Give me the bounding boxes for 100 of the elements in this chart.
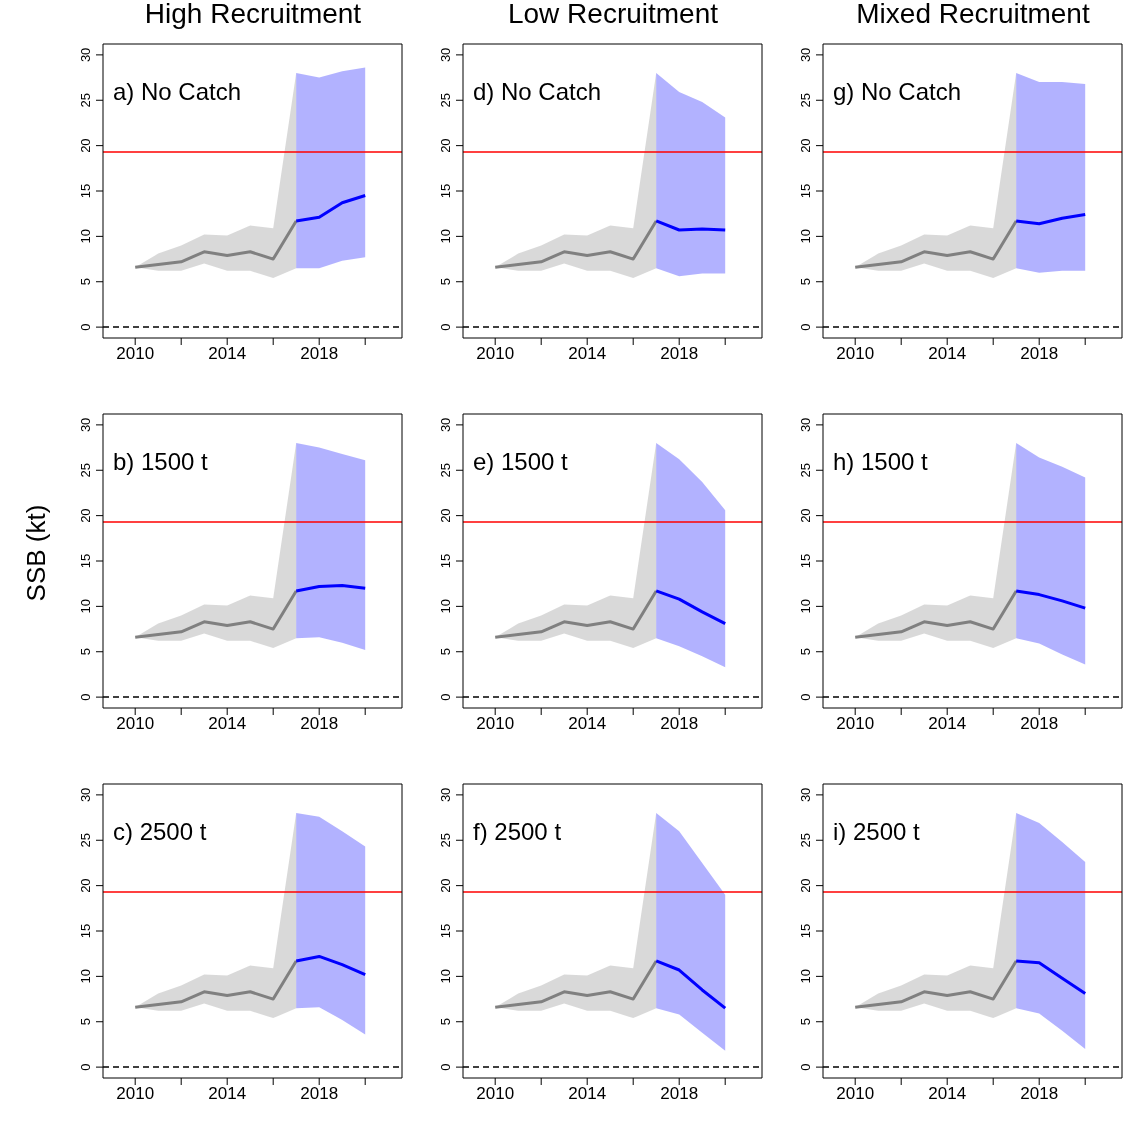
- line-series: [1014, 589, 1087, 610]
- y-tick-label: 10: [78, 229, 93, 244]
- x-tick-label: 2018: [1020, 1084, 1059, 1104]
- y-tick-label: 0: [798, 1063, 813, 1071]
- y-tick-label: 30: [438, 47, 453, 63]
- annotation: c) 2500 t: [113, 818, 207, 846]
- y-tick-label: 10: [798, 599, 813, 614]
- annotation: i) 2500 t: [833, 818, 920, 846]
- y-tick-label: 0: [78, 1063, 93, 1071]
- y-tick-label: 20: [798, 508, 813, 523]
- y-tick-label: 20: [438, 138, 453, 153]
- y-tick-label: 20: [798, 138, 813, 153]
- x-tick-label: 2014: [208, 344, 247, 364]
- y-tick-label: 5: [438, 1018, 453, 1026]
- line-series: [654, 959, 727, 1010]
- y-tick-label: 25: [438, 833, 453, 848]
- y-tick-label: 30: [798, 787, 813, 803]
- x-tick-label: 2018: [660, 714, 699, 734]
- x-tick-label: 2018: [300, 344, 339, 364]
- x-tick-label: 2010: [116, 344, 155, 364]
- line-series: [133, 589, 298, 639]
- y-tick-label: 25: [798, 463, 813, 478]
- y-tick-label: 15: [438, 553, 453, 569]
- y-tick-label: 25: [78, 93, 93, 108]
- y-tick-label: 0: [798, 693, 813, 701]
- y-tick-label: 30: [78, 787, 93, 803]
- annotation: h) 1500 t: [833, 448, 928, 476]
- line-series: [493, 219, 658, 269]
- y-tick-label: 0: [438, 323, 453, 331]
- y-tick-label: 15: [78, 553, 93, 569]
- annotation: b) 1500 t: [113, 448, 208, 476]
- y-tick-label: 5: [78, 648, 93, 656]
- y-tick-label: 30: [438, 417, 453, 433]
- y-tick-label: 5: [798, 648, 813, 656]
- line-series: [853, 959, 1018, 1009]
- y-tick-label: 15: [438, 183, 453, 199]
- y-tick-label: 20: [438, 508, 453, 523]
- y-tick-label: 0: [78, 323, 93, 331]
- line-series: [294, 194, 367, 223]
- y-tick-label: 5: [78, 278, 93, 286]
- line-series: [1014, 959, 1087, 996]
- chart-title: Low Recruitment: [506, 0, 720, 30]
- x-tick-label: 2014: [928, 714, 967, 734]
- y-tick-label: 15: [798, 923, 813, 939]
- chart-title: Mixed Recruitment: [855, 0, 1091, 30]
- annotation: f) 2500 t: [473, 818, 562, 846]
- y-tick-label: 0: [798, 323, 813, 331]
- x-tick-label: 2010: [836, 1084, 875, 1104]
- y-tick-label: 30: [798, 417, 813, 433]
- y-tick-label: 20: [438, 878, 453, 893]
- y-tick-label: 15: [798, 183, 813, 199]
- y-tick-label: 10: [78, 969, 93, 984]
- y-tick-label: 15: [798, 553, 813, 569]
- line-series: [493, 589, 658, 639]
- x-tick-label: 2018: [300, 714, 339, 734]
- y-tick-label: 5: [798, 278, 813, 286]
- x-tick-label: 2010: [476, 714, 515, 734]
- line-series: [133, 219, 298, 269]
- x-tick-label: 2018: [660, 344, 699, 364]
- y-tick-label: 30: [78, 417, 93, 433]
- y-tick-label: 30: [798, 47, 813, 63]
- y-axis-title: SSB (kt): [20, 504, 52, 602]
- y-tick-label: 5: [798, 1018, 813, 1026]
- y-tick-label: 25: [78, 833, 93, 848]
- line-series: [853, 219, 1018, 269]
- x-tick-label: 2014: [208, 714, 247, 734]
- x-tick-label: 2010: [836, 714, 875, 734]
- y-tick-label: 10: [438, 969, 453, 984]
- y-tick-label: 0: [438, 1063, 453, 1071]
- y-tick-label: 30: [438, 787, 453, 803]
- x-tick-label: 2014: [928, 1084, 967, 1104]
- line-series: [493, 959, 658, 1009]
- y-tick-label: 15: [438, 923, 453, 939]
- y-tick-label: 15: [78, 183, 93, 199]
- y-tick-label: 20: [78, 138, 93, 153]
- x-tick-label: 2010: [476, 344, 515, 364]
- x-tick-label: 2010: [116, 714, 155, 734]
- y-tick-label: 25: [798, 833, 813, 848]
- line-series: [133, 959, 298, 1009]
- y-tick-label: 5: [438, 278, 453, 286]
- y-tick-label: 20: [78, 508, 93, 523]
- line-series: [1014, 213, 1087, 226]
- x-tick-label: 2014: [568, 714, 607, 734]
- x-tick-label: 2010: [116, 1084, 155, 1104]
- line-series: [294, 954, 367, 977]
- x-tick-label: 2010: [476, 1084, 515, 1104]
- y-tick-label: 5: [78, 1018, 93, 1026]
- annotation: a) No Catch: [113, 78, 242, 106]
- y-tick-label: 10: [78, 599, 93, 614]
- x-tick-label: 2014: [568, 1084, 607, 1104]
- y-tick-label: 0: [438, 693, 453, 701]
- y-tick-label: 10: [438, 599, 453, 614]
- x-tick-label: 2014: [568, 344, 607, 364]
- y-tick-label: 15: [78, 923, 93, 939]
- annotation: g) No Catch: [833, 78, 962, 106]
- y-tick-label: 10: [798, 969, 813, 984]
- y-tick-label: 0: [78, 693, 93, 701]
- x-tick-label: 2014: [208, 1084, 247, 1104]
- y-tick-label: 25: [798, 93, 813, 108]
- annotation: d) No Catch: [473, 78, 602, 106]
